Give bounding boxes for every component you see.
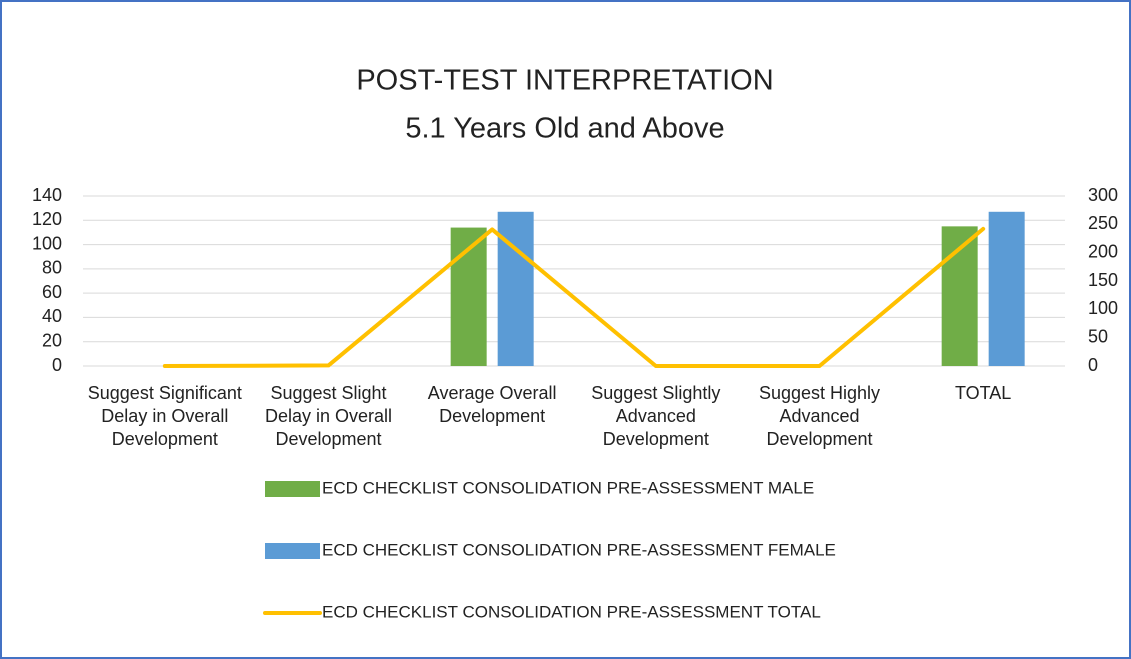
chart-subtitle: 5.1 Years Old and Above [405,113,724,145]
bar [497,211,534,366]
x-tick-label: TOTAL [954,383,1012,403]
legend-label: ECD CHECKLIST CONSOLIDATION PRE-ASSESSME… [322,602,821,621]
y-tick-label: 60 [42,282,62,302]
y-tick-label: 100 [32,233,62,253]
y2-tick-label: 100 [1088,298,1118,318]
legend-label: ECD CHECKLIST CONSOLIDATION PRE-ASSESSME… [322,478,814,497]
y-tick-label: 80 [42,258,62,278]
chart-title: POST-TEST INTERPRETATION [356,65,773,97]
y-tick-label: 40 [42,306,62,326]
legend-label: ECD CHECKLIST CONSOLIDATION PRE-ASSESSME… [322,540,836,559]
y2-tick-label: 0 [1088,355,1098,375]
y2-tick-label: 150 [1088,270,1118,290]
y2-tick-label: 250 [1088,213,1118,233]
y2-tick-label: 50 [1088,326,1108,346]
y-tick-label: 140 [32,185,62,205]
x-tick-label: Suggest Significant Delay in Overall Dev… [87,383,242,449]
bar [988,211,1025,366]
line [162,226,986,368]
y-tick-label: 120 [32,209,62,229]
legend-swatch [265,543,320,559]
y2-tick-label: 300 [1088,185,1118,205]
x-tick-label: Suggest Highly Advanced Development [758,383,881,449]
legend-swatch [265,481,320,497]
y2-tick-label: 200 [1088,241,1118,261]
y-tick-label: 20 [42,330,62,350]
x-tick-label: Suggest Slightly Advanced Development [591,383,721,449]
x-tick-label: Suggest Slight Delay in Overall Developm… [264,383,392,449]
x-tick-label: Average Overall Development [427,383,557,426]
y-tick-label: 0 [52,355,62,375]
